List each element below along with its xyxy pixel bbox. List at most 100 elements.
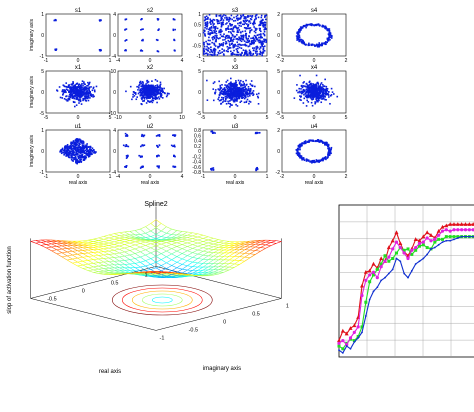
mesh-line [223,266,230,271]
scatter-point [230,36,233,39]
panel-frame [117,129,183,173]
point-marker [471,228,474,232]
mesh-line [93,238,99,241]
scatter-point [243,54,245,57]
scatter-point [156,80,159,82]
panel-ylabel: imaginary axis [29,19,35,51]
scatter-point [60,150,63,153]
scatter-point [207,50,209,52]
mesh-line [182,264,188,267]
scatter-point [322,84,324,86]
scatter-point [152,97,155,100]
scatter-point [212,99,215,102]
scatter-point [224,17,226,19]
mesh-line [87,249,94,253]
scatter-point [80,103,83,105]
scatter-point [79,156,82,159]
scatter-point [217,51,220,54]
panel-title: x3 [232,65,239,71]
mesh-line [265,245,272,249]
scatter-point [254,35,257,38]
scatter-point [83,89,86,92]
scatter-point [79,84,82,87]
mesh-line [114,264,120,268]
y-tick-label: -10 [109,111,116,117]
scatter-point [250,43,253,45]
mesh-line [145,230,151,234]
scatter-point [219,52,222,54]
mesh-line [129,272,136,274]
mesh-line [202,273,209,276]
scatter-point [331,91,334,93]
mesh-line [103,254,110,259]
scatter-point [264,23,267,26]
mesh-line [192,261,198,264]
scatter-point [61,149,63,151]
scatter-point [255,14,257,17]
mesh-line [129,231,136,236]
scatter-point [319,90,322,93]
mesh-line [192,232,198,235]
scatter-point [242,38,245,41]
scatter-point [255,46,258,48]
scatter-point [223,89,226,92]
scatter-point [255,17,257,19]
scatter-point [151,87,153,90]
panel-frame [202,13,268,57]
scatter-point [236,41,239,43]
panel-frame [202,70,268,114]
mesh-line [187,257,193,262]
scatter-point [63,91,66,94]
scatter-point [55,48,58,51]
scatter-point [233,88,235,90]
mesh-line [135,240,141,243]
mesh-line [176,264,183,268]
scatter-point [314,45,316,47]
scatter-point [93,95,95,98]
scatter-point [149,94,151,97]
scatter-point [157,96,160,98]
mesh-line [87,245,94,248]
mesh-line [124,240,130,242]
mesh-line [202,274,209,276]
scatter-point [243,17,245,20]
scatter-point [74,88,77,90]
scatter-point [142,135,145,138]
scatter-point [239,87,242,90]
scatter-point [125,157,128,159]
scatter-point [229,93,232,96]
mesh-line [140,241,146,244]
scatter-point [75,94,78,97]
mesh-line [119,241,125,244]
scatter-point [237,47,239,50]
scatter-point [141,84,144,86]
mesh-line [229,263,235,268]
mesh-line [108,237,115,240]
scatter-point [61,97,64,99]
scatter-point [159,91,162,93]
mesh-line [140,265,146,268]
scatter-point [249,43,251,45]
scatter-point [68,147,71,150]
scatter-point [80,91,83,94]
point-marker [421,234,426,239]
mesh-line [108,253,115,255]
scatter-point [78,90,81,93]
scatter-point [204,19,206,22]
scatter-point [231,95,233,97]
scatter-point [297,144,300,147]
mesh-line [46,246,52,249]
mesh-line [202,255,209,260]
scatter-point [329,32,332,34]
scatter-point [245,52,248,54]
scatter-point [300,99,302,102]
scatter-point [153,87,155,90]
mesh-line [155,241,162,243]
scatter-point [75,139,78,141]
scatter-point [228,97,231,99]
scatter-point [326,157,329,159]
scatter-point [76,138,78,140]
scatter-point [72,86,75,88]
mesh-line [182,273,188,275]
